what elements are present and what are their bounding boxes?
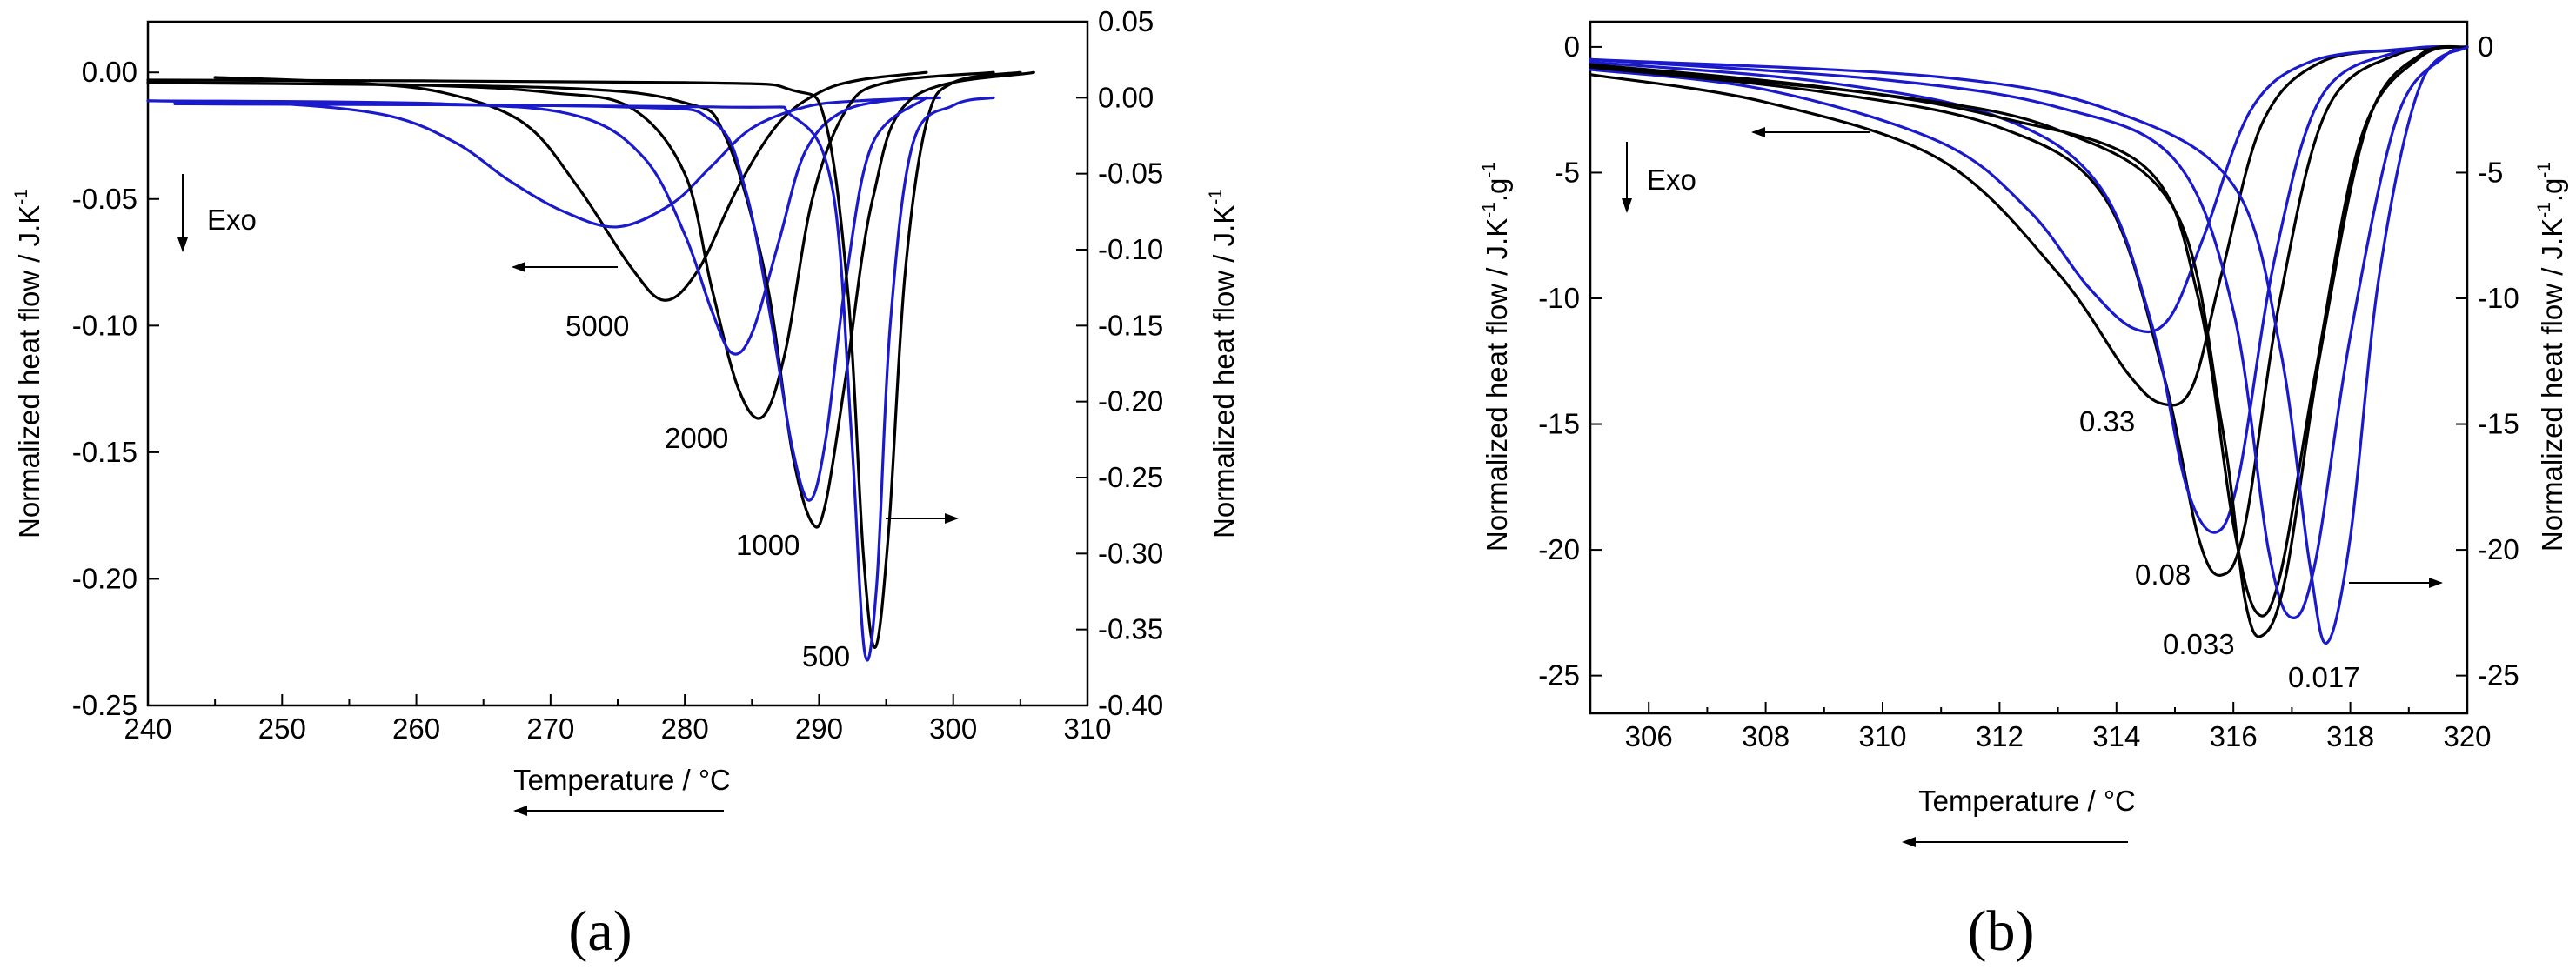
panel-a-right-y-tick-label: -0.35	[1098, 613, 1163, 645]
panel-a-series-line	[213, 70, 928, 302]
panel-b-left-y-axis: 0 -5 -10 -15 -20 -25	[1538, 30, 1602, 692]
panel-b-series-line	[1589, 45, 2469, 618]
panel-a-rate-label-500: 500	[802, 640, 850, 672]
panel-a-x-tick-label: 240	[124, 712, 171, 745]
panel-b-rate-label-0.08: 0.08	[2135, 558, 2191, 591]
panel-b-x-tick-label: 310	[1858, 720, 1906, 752]
panel-a-left-y-tick-label: -0.05	[72, 183, 137, 215]
panel-a-x-tick-label: 270	[526, 712, 574, 745]
panel-b-x-tick-label: 320	[2443, 720, 2491, 752]
panel-b-series-line	[1589, 45, 2469, 645]
panel-a-right-y-tick-label: -0.10	[1098, 233, 1163, 265]
panel-a-x-tick-label: 290	[795, 712, 843, 745]
panel-b: 306 308 310 312 314 316 318 320 0 -5 -10 -15 -20 -25…	[1479, 20, 2568, 963]
panel-b-right-y-tick-label: -5	[2478, 156, 2503, 188]
panel-a-right-y-axis: 0.05 0.00 -0.05 -0.10 -0.15 -0.20 -0.25 -0.30 -0…	[1076, 5, 1163, 721]
panel-a-right-y-tick-label: -0.05	[1098, 157, 1163, 190]
panel-b-x-tick-label: 306	[1625, 720, 1673, 752]
panel-a-right-axis-arrowhead	[945, 513, 959, 524]
panel-b-left-y-tick-label: -15	[1538, 408, 1580, 440]
panel-a-right-y-tick-label: 0.05	[1098, 5, 1154, 37]
panel-b-series	[1589, 44, 2469, 645]
panel-b-left-y-tick-label: -10	[1538, 282, 1580, 314]
panel-a-right-y-tick-label: 0.00	[1098, 81, 1154, 113]
panel-b-exo-arrowhead	[1622, 198, 1632, 213]
panel-b-x-axis-label: Temperature / °C	[1918, 785, 2136, 817]
panel-b-right-y-axis-label: Normalized heat flow / J.K-1.g-1	[2534, 162, 2568, 552]
panel-a-series-line	[146, 96, 914, 356]
panel-a-left-y-tick-label: -0.20	[72, 562, 137, 594]
panel-b-left-y-tick-label: -25	[1538, 659, 1580, 692]
panel-b-right-axis-arrowhead	[2429, 578, 2443, 588]
panel-a-left-y-axis: 0.00 -0.05 -0.10 -0.15 -0.20 -0.25	[72, 56, 159, 721]
panel-a-rate-label-5000: 5000	[565, 310, 629, 342]
panel-a: 240 250 260 270 280 290 300 310 0.00 -0.05 -0.10 -…	[11, 5, 1240, 963]
panel-a-series-line	[146, 70, 1022, 649]
panel-a-right-y-tick-label: -0.40	[1098, 689, 1163, 721]
panel-a-x-tick-label: 310	[1063, 712, 1111, 745]
panel-a-x-axis: 240 250 260 270 280 290 300 310	[124, 694, 1112, 745]
panel-a-rate-label-2000: 2000	[665, 422, 728, 454]
panel-a-x-tick-label: 260	[392, 712, 440, 745]
panel-a-right-y-axis-label: Normalized heat flow / J.K-1	[1206, 189, 1240, 538]
panel-b-left-axis-arrowhead	[1751, 127, 1765, 137]
panel-b-rate-label-0.033: 0.033	[2163, 628, 2235, 660]
panel-b-left-y-tick-label: -5	[1555, 156, 1580, 188]
panel-b-cooling-arrowhead	[1902, 837, 1916, 847]
panel-b-right-y-tick-label: -15	[2478, 408, 2519, 440]
panel-b-left-y-axis-label: Normalized heat flow / J.K-1.g-1	[1479, 162, 1513, 552]
panel-b-x-tick-label: 308	[1742, 720, 1790, 752]
panel-a-left-y-axis-label: Normalized heat flow / J.K-1	[11, 189, 45, 538]
panel-b-rate-label-0.017: 0.017	[2288, 661, 2360, 693]
panel-b-series-line	[1589, 44, 2469, 534]
panel-a-right-y-tick-label: -0.30	[1098, 537, 1163, 569]
panel-a-series-line	[173, 96, 928, 502]
panel-a-right-y-tick-label: -0.15	[1098, 309, 1163, 341]
panel-a-x-tick-label: 280	[661, 712, 709, 745]
panel-b-left-y-tick-label: -20	[1538, 533, 1580, 565]
panel-a-left-y-tick-label: -0.25	[72, 689, 137, 721]
panel-a-left-y-tick-label: -0.10	[72, 309, 137, 341]
panel-b-right-y-tick-label: -10	[2478, 282, 2519, 314]
panel-b-left-y-tick-label: 0	[1564, 30, 1580, 63]
panel-a-exo-arrowhead	[177, 237, 188, 252]
panel-a-series-line	[146, 96, 941, 229]
panel-b-label: (b)	[1968, 899, 2035, 963]
panel-a-label: (a)	[568, 899, 632, 963]
panel-a-left-y-tick-label: -0.15	[72, 436, 137, 468]
panel-b-right-y-tick-label: -25	[2478, 659, 2519, 692]
panel-a-plot-frame	[146, 20, 1089, 707]
panel-b-x-tick-label: 318	[2326, 720, 2374, 752]
panel-b-x-tick-label: 314	[2092, 720, 2140, 752]
panel-b-x-tick-label: 316	[2210, 720, 2258, 752]
panel-a-right-y-tick-label: -0.20	[1098, 385, 1163, 418]
panel-b-exo-label: Exo	[1647, 164, 1696, 196]
panel-a-x-tick-label: 300	[929, 712, 977, 745]
panel-b-series-line	[1589, 45, 2469, 619]
panel-b-x-tick-label: 312	[1976, 720, 2024, 752]
panel-a-series-line	[173, 96, 995, 662]
panel-a-series-line	[146, 70, 995, 420]
panel-b-series-line	[1589, 45, 2469, 407]
panel-a-x-tick-label: 250	[258, 712, 306, 745]
panel-b-series-line	[1589, 45, 2469, 577]
panel-a-left-y-tick-label: 0.00	[82, 56, 137, 88]
panel-b-right-y-axis: 0 -5 -10 -15 -20 -25	[2456, 30, 2519, 692]
panel-a-exo-label: Exo	[207, 204, 257, 236]
panel-b-series-line	[1589, 44, 2469, 638]
panel-b-rate-label-0.33: 0.33	[2079, 405, 2135, 438]
panel-b-right-y-tick-label: -20	[2478, 533, 2519, 565]
panel-a-left-axis-arrowhead	[512, 262, 525, 272]
panel-b-x-axis: 306 308 310 312 314 316 318 320	[1625, 702, 2492, 752]
panel-b-right-y-tick-label: 0	[2478, 30, 2493, 63]
panel-a-cooling-arrowhead	[513, 806, 527, 816]
panel-b-series-line	[1589, 45, 2469, 334]
panel-b-plot-frame	[1589, 20, 2469, 715]
panel-a-right-y-tick-label: -0.25	[1098, 461, 1163, 493]
panel-a-series	[146, 70, 1035, 662]
panel-a-x-axis-label: Temperature / °C	[513, 764, 731, 796]
panel-a-series-line	[146, 70, 1035, 529]
panel-a-rate-label-1000: 1000	[736, 529, 800, 561]
